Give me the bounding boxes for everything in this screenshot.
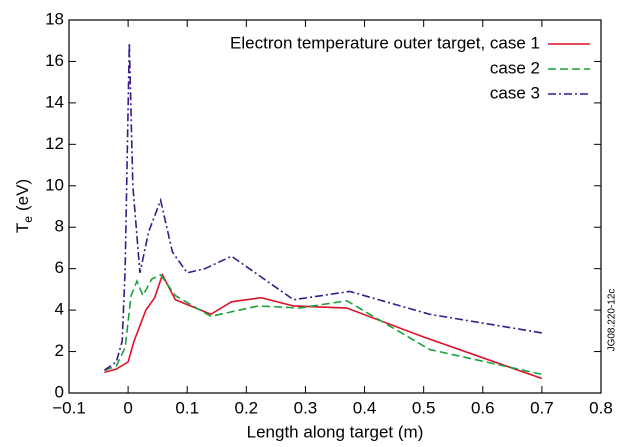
y-tick-label: 12: [45, 134, 64, 153]
y-tick-label: 14: [45, 92, 64, 111]
y-tick-label: 8: [55, 217, 64, 236]
x-tick-label: 0.3: [294, 398, 318, 417]
y-label-sub: e: [21, 216, 35, 223]
x-tick-label: 0: [123, 398, 132, 417]
y-tick-label: 4: [55, 300, 64, 319]
x-tick-label: 0.1: [175, 398, 199, 417]
x-axis-label: Length along target (m): [247, 422, 424, 441]
x-tick-label: 0.4: [353, 398, 377, 417]
y-label-unit: (eV): [13, 179, 32, 211]
x-tick-label: 0.6: [471, 398, 495, 417]
series-line: [104, 273, 543, 376]
y-tick-label: 6: [55, 258, 64, 277]
x-tick-label: 0.7: [530, 398, 554, 417]
y-axis-label: Te (eV): [13, 179, 35, 233]
series-line: [104, 272, 543, 380]
x-tick-label: 0.8: [589, 398, 613, 417]
y-label-main: T: [13, 223, 32, 233]
side-note: JG08.220-12c: [607, 289, 618, 352]
legend-label: Electron temperature outer target, case …: [230, 33, 540, 52]
series-line: [104, 42, 543, 371]
y-tick-label: 2: [55, 341, 64, 360]
y-tick-label: 18: [45, 9, 64, 28]
plot-frame: [68, 19, 602, 394]
y-tick-label: 10: [45, 175, 64, 194]
x-tick-label: 0.2: [235, 398, 259, 417]
y-tick-label: 0: [55, 382, 64, 401]
x-tick-label: −0.1: [52, 398, 86, 417]
legend-label: case 3: [490, 83, 540, 102]
x-tick-label: 0.5: [412, 398, 436, 417]
y-tick-label: 16: [45, 51, 64, 70]
legend-label: case 2: [490, 58, 540, 77]
